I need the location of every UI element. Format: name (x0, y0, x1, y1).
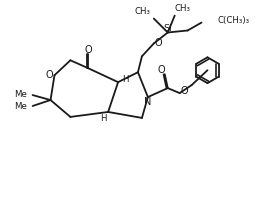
Text: CH₃: CH₃ (135, 7, 151, 16)
Text: O: O (158, 65, 165, 75)
Text: O: O (154, 38, 162, 48)
Text: Me: Me (14, 90, 27, 98)
Text: O: O (85, 45, 93, 55)
Text: O: O (181, 86, 188, 96)
Text: Me: Me (14, 102, 27, 112)
Text: H: H (100, 114, 106, 123)
Text: H: H (122, 75, 128, 84)
Text: N: N (144, 97, 152, 106)
Text: Si: Si (163, 24, 172, 33)
Text: O: O (45, 70, 53, 80)
Text: C(CH₃)₃: C(CH₃)₃ (217, 16, 250, 25)
Text: CH₃: CH₃ (175, 4, 191, 13)
